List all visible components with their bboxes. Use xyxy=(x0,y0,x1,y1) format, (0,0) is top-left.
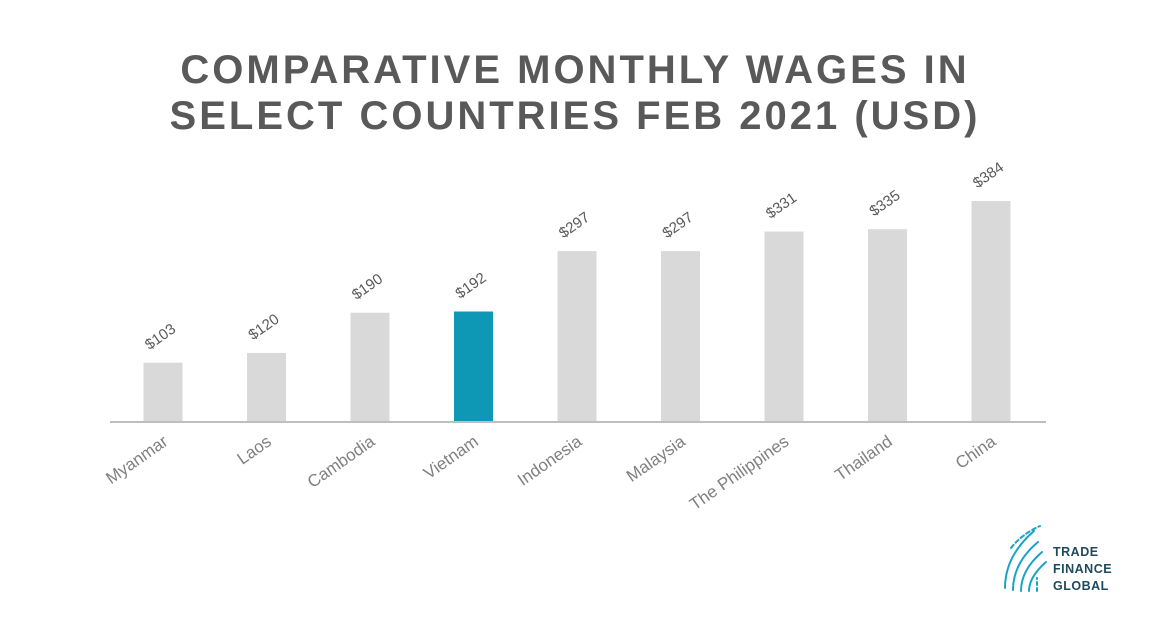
bar-china xyxy=(971,201,1011,422)
category-label-cambodia: Cambodia xyxy=(304,431,379,491)
fingerprint-arc-icon xyxy=(1004,525,1047,592)
category-label-indonesia: Indonesia xyxy=(514,431,586,489)
category-label-myanmar: Myanmar xyxy=(102,432,171,488)
chart-title-line-2: SELECT COUNTRIES FEB 2021 (USD) xyxy=(170,94,981,138)
chart-title: COMPARATIVE MONTHLY WAGES IN SELECT COUN… xyxy=(170,48,981,138)
trade-finance-global-logo: TRADE FINANCE GLOBAL xyxy=(1004,525,1112,593)
value-label-laos: $120 xyxy=(245,311,282,344)
bars-layer xyxy=(143,201,1011,422)
category-label-the-philippines: The Philippines xyxy=(686,432,792,514)
bar-malaysia xyxy=(661,251,700,422)
logo-text-line-1: TRADE xyxy=(1053,545,1099,559)
value-label-the-philippines: $331 xyxy=(763,189,800,222)
value-label-indonesia: $297 xyxy=(556,209,593,242)
category-label-laos: Laos xyxy=(234,432,275,469)
value-label-cambodia: $190 xyxy=(349,270,386,303)
logo-text-line-3: GLOBAL xyxy=(1053,579,1109,593)
bar-cambodia xyxy=(350,312,390,422)
category-label-malaysia: Malaysia xyxy=(623,431,689,485)
value-label-malaysia: $297 xyxy=(659,209,696,242)
bar-the-philippines xyxy=(764,231,804,422)
value-label-thailand: $335 xyxy=(866,187,903,220)
value-label-china: $384 xyxy=(970,159,1007,192)
bar-indonesia xyxy=(557,251,597,422)
bar-thailand xyxy=(868,229,907,422)
category-label-thailand: Thailand xyxy=(831,432,895,485)
value-label-myanmar: $103 xyxy=(142,320,179,353)
category-labels-layer: Myanmar Laos Cambodia Vietnam Indonesia Malay… xyxy=(102,431,999,514)
logo-text-line-2: FINANCE xyxy=(1053,562,1112,576)
bar-myanmar xyxy=(143,362,183,422)
bar-laos xyxy=(247,352,286,422)
value-label-vietnam: $192 xyxy=(452,269,489,302)
category-label-china: China xyxy=(952,431,1000,472)
chart-title-line-1: COMPARATIVE MONTHLY WAGES IN xyxy=(180,48,969,92)
bar-vietnam xyxy=(454,311,493,422)
category-label-vietnam: Vietnam xyxy=(420,432,482,483)
